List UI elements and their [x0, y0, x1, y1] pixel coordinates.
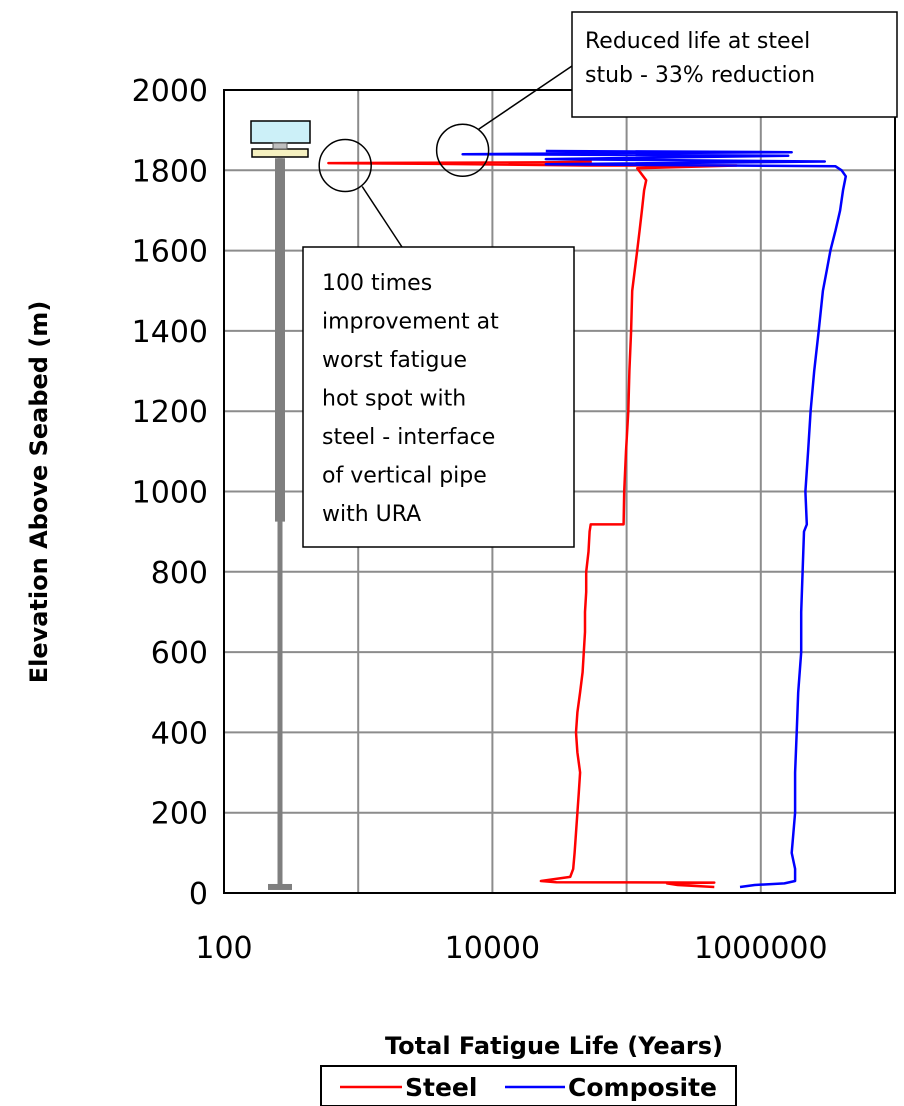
callout-leader-1	[478, 65, 573, 130]
y-tick-label: 800	[151, 556, 208, 591]
callout-2-text-line: 100 times	[322, 271, 432, 296]
riser-pipe	[277, 158, 283, 887]
plot-frame	[223, 89, 896, 894]
x-tick-label: 100	[195, 931, 252, 966]
callout-box-2	[302, 246, 575, 548]
riser-connector	[272, 142, 288, 150]
callout-box-1	[571, 11, 898, 118]
series-line-composite	[461, 149, 848, 889]
y-axis-title: Elevation Above Seabed (m)	[25, 301, 53, 684]
plot-frame-layer	[223, 89, 896, 894]
x-tick-label: 1000000	[694, 931, 828, 966]
x-tick-label: 10000	[445, 931, 540, 966]
callout-circle-1	[435, 123, 490, 177]
y-tick-label: 600	[151, 636, 208, 671]
riser-base	[268, 883, 292, 890]
x-axis-title: Total Fatigue Life (Years)	[385, 1032, 723, 1060]
y-tick-label: 2000	[132, 74, 208, 109]
callout-2-text-line: improvement at	[322, 310, 499, 335]
callout-1-text-line: Reduced life at steel	[585, 29, 810, 54]
series-layer	[327, 149, 848, 889]
y-tick-label: 1800	[132, 154, 208, 189]
callout-1-text-line: stub - 33% reduction	[585, 63, 815, 88]
tick-label-layer: 0 200 400 600 800 1000 1200 1400 1600 1800 2000 100…	[132, 74, 828, 966]
riser-thick-section	[275, 158, 285, 522]
legend: Steel Composite	[320, 1065, 737, 1106]
series-line-steel	[327, 160, 738, 889]
y-tick-label: 1600	[132, 235, 208, 270]
legend-label-steel: Steel	[405, 1073, 477, 1102]
annotation-layer: Reduced life at steel stub - 33% reductio…	[302, 11, 898, 548]
callout-circle-2	[318, 138, 372, 193]
callout-2-text-line: of vertical pipe	[322, 464, 487, 489]
y-tick-label: 400	[151, 716, 208, 751]
y-tick-label: 1200	[132, 395, 208, 430]
callout-leader-2	[361, 186, 403, 248]
callout-2-text-line: steel - interface	[322, 425, 495, 450]
y-tick-label: 0	[189, 877, 208, 912]
y-tick-label: 1000	[132, 476, 208, 511]
riser-schematic	[250, 120, 311, 890]
upper-riser-assembly	[251, 148, 309, 158]
callout-2-text-line: hot spot with	[322, 387, 466, 412]
callout-2-text-line: with URA	[322, 502, 421, 527]
legend-label-composite: Composite	[568, 1073, 717, 1102]
buoyancy-tank	[250, 120, 311, 144]
callout-2-text-line: worst fatigue	[322, 348, 467, 373]
y-tick-label: 1400	[132, 315, 208, 350]
y-tick-label: 200	[151, 797, 208, 832]
